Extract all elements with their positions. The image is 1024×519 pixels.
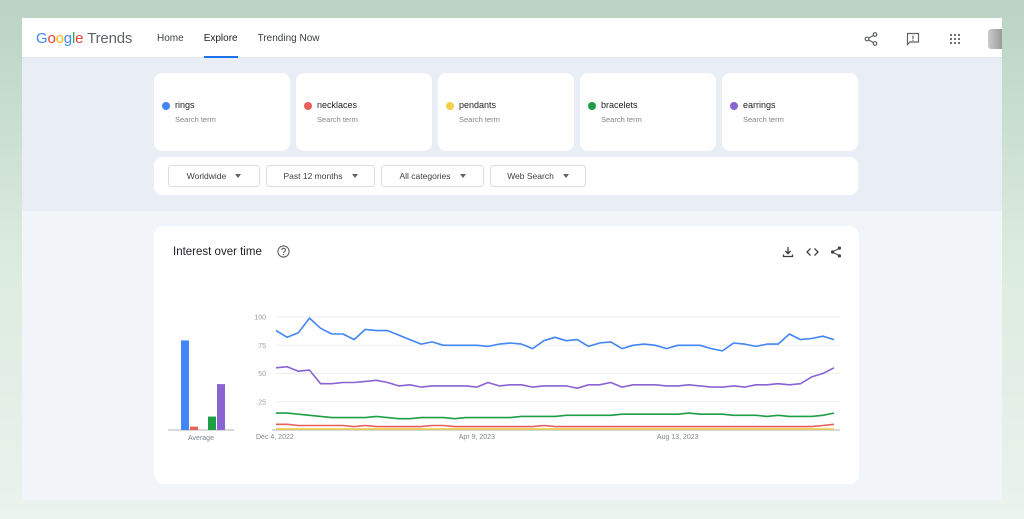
x-tick-label: Dec 4, 2022	[256, 434, 294, 441]
logo-letter: o	[55, 30, 64, 47]
average-bar-rings	[181, 340, 189, 430]
embed-icon[interactable]	[805, 245, 819, 259]
card-title: Interest over time	[173, 246, 262, 258]
term-color-dot	[304, 102, 312, 110]
filter-bar: Worldwide Past 12 months All categories …	[154, 157, 858, 195]
time-range-dropdown[interactable]: Past 12 months	[266, 165, 375, 187]
share-icon[interactable]	[862, 30, 880, 48]
search-type-dropdown[interactable]: Web Search	[490, 165, 586, 187]
term-card-pendants[interactable]: pendants Search term	[438, 73, 574, 151]
caret-down-icon	[235, 174, 242, 178]
term-color-dot	[588, 102, 596, 110]
term-name: bracelets	[601, 100, 638, 110]
term-type: Search term	[601, 115, 642, 124]
average-bar-earrings	[217, 384, 225, 430]
logo-letter: e	[75, 30, 84, 47]
term-card-rings[interactable]: rings Search term	[154, 73, 290, 151]
term-card-earrings[interactable]: earrings Search term	[722, 73, 858, 151]
y-tick-label: 50	[258, 371, 266, 378]
avatar[interactable]	[988, 29, 1002, 49]
card-actions	[771, 245, 843, 259]
y-tick-label: 25	[258, 399, 266, 406]
nav-explore[interactable]: Explore	[203, 18, 238, 58]
term-type: Search term	[175, 115, 216, 124]
download-icon[interactable]	[781, 245, 795, 259]
caret-down-icon	[562, 174, 569, 178]
average-label: Average	[188, 435, 214, 442]
term-name: earrings	[743, 100, 776, 110]
series-line-earrings	[275, 365, 835, 389]
search-type-value: Web Search	[507, 171, 554, 181]
feedback-icon[interactable]	[904, 30, 922, 48]
series-line-rings	[275, 317, 835, 352]
category-dropdown[interactable]: All categories	[381, 165, 484, 187]
term-color-dot	[730, 102, 738, 110]
term-type: Search term	[317, 115, 358, 124]
apps-icon[interactable]	[946, 30, 964, 48]
interest-over-time-chart[interactable]: Average 100 75 50 25 Dec 4, 2022 Apr 9, 2023 Au…	[154, 226, 859, 484]
interest-over-time-card: Interest over time Average 100 75 50 25 Dec 4…	[154, 226, 859, 484]
term-card-necklaces[interactable]: necklaces Search term	[296, 73, 432, 151]
term-color-dot	[162, 102, 170, 110]
term-name: necklaces	[317, 100, 358, 110]
term-name: pendants	[459, 100, 497, 110]
average-bar-bracelets	[208, 416, 216, 430]
y-tick-label: 75	[258, 343, 266, 350]
caret-down-icon	[459, 174, 466, 178]
x-tick-label: Apr 9, 2023	[459, 434, 495, 441]
x-tick-label: Aug 13, 2023	[657, 434, 699, 441]
top-bar: Google Trends Home Explore Trending Now	[22, 18, 1002, 58]
top-icons	[862, 29, 1002, 49]
term-card-bracelets[interactable]: bracelets Search term	[580, 73, 716, 151]
nav-trending-now[interactable]: Trending Now	[257, 33, 320, 44]
term-name: rings	[175, 100, 195, 110]
logo-letter: o	[47, 30, 56, 47]
nav-home[interactable]: Home	[157, 33, 184, 44]
logo-letter: l	[71, 30, 76, 47]
search-terms: rings Search term necklaces Search term …	[154, 73, 864, 151]
time-range-value: Past 12 months	[283, 171, 343, 181]
average-bar-necklaces	[190, 426, 198, 430]
help-icon[interactable]	[277, 245, 290, 263]
search-area: rings Search term necklaces Search term …	[22, 58, 1002, 211]
logo-letter: G	[36, 30, 48, 47]
logo-trends-text: Trends	[87, 30, 133, 47]
y-tick-label: 100	[254, 315, 266, 322]
series-line-necklaces	[276, 423, 835, 428]
term-color-dot	[446, 102, 454, 110]
caret-down-icon	[351, 174, 358, 178]
main-nav: Home Explore Trending Now	[157, 18, 339, 58]
category-value: All categories	[399, 171, 451, 181]
term-type: Search term	[743, 115, 784, 124]
share-icon[interactable]	[829, 245, 843, 259]
region-value: Worldwide	[186, 171, 227, 181]
logo-letter: g	[63, 30, 72, 47]
google-trends-logo[interactable]: Google Trends	[36, 30, 132, 47]
series-line-bracelets	[276, 412, 835, 420]
term-type: Search term	[459, 115, 500, 124]
region-dropdown[interactable]: Worldwide	[168, 165, 260, 187]
app-window: Google Trends Home Explore Trending Now r…	[22, 18, 1002, 500]
